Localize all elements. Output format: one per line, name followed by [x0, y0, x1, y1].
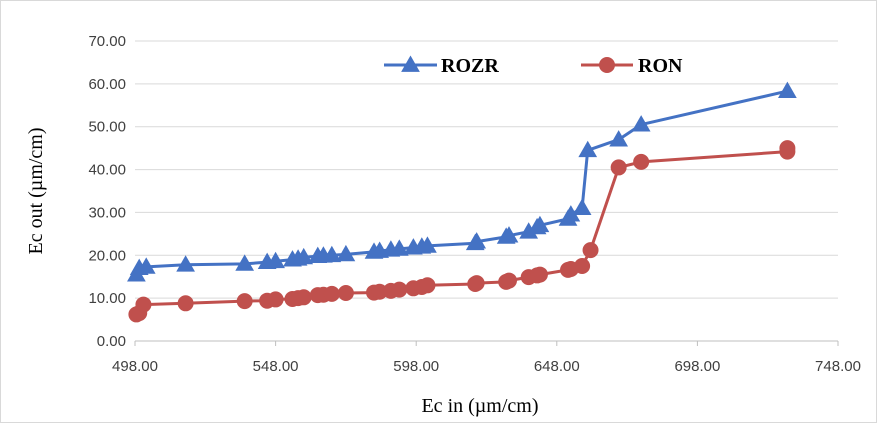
legend-ron-label: RON — [638, 55, 683, 77]
series-ron-point — [236, 293, 253, 310]
x-tick-label: 648.00 — [534, 358, 580, 375]
series-rozr-point — [467, 232, 487, 249]
y-tick-label: 40.00 — [88, 162, 126, 179]
series-ron-point — [468, 275, 485, 292]
y-tick-label: 50.00 — [88, 119, 126, 136]
series-ron-point — [337, 285, 354, 301]
x-tick-label: 548.00 — [253, 358, 299, 375]
y-axis-title: Ec out (µm/cm) — [25, 127, 47, 254]
y-tick-label: 60.00 — [88, 76, 126, 93]
series-rozr-point — [322, 245, 342, 263]
series-ron-point — [633, 153, 650, 170]
series-rozr-point — [294, 247, 314, 265]
x-axis-title: Ec in (µm/cm) — [421, 395, 538, 417]
x-tick-label: 498.00 — [112, 358, 158, 375]
gridlines — [135, 40, 838, 299]
series-ron — [128, 140, 796, 323]
series-rozr-point — [136, 257, 156, 274]
series-rozr-point — [499, 226, 519, 243]
series-ron-point — [295, 289, 312, 306]
x-tick-label: 698.00 — [674, 358, 720, 375]
y-tick-label: 0.00 — [97, 333, 126, 350]
legend-item-ron: RON — [581, 55, 683, 77]
y-tick-label: 20.00 — [88, 247, 126, 264]
axes: 0.00 10.00 20.00 30.00 40.00 50.00 60.00 70.00 4… — [88, 33, 860, 375]
series-ron-point — [177, 295, 194, 312]
series-ron-point — [531, 266, 548, 283]
series-rozr-point — [266, 251, 285, 269]
legend-ron-marker — [599, 57, 615, 73]
legend-rozr-label: ROZR — [441, 55, 499, 77]
series-ron-point — [323, 285, 340, 302]
legend-item-rozr: ROZR — [384, 55, 499, 77]
y-tick-label: 70.00 — [88, 33, 126, 50]
series-ron-point — [267, 291, 284, 308]
series-ron-point — [779, 140, 796, 157]
legend-rozr-marker — [401, 55, 420, 72]
series-rozr-point — [336, 244, 356, 262]
series-rozr-point — [235, 254, 255, 271]
series-rozr-point — [176, 255, 195, 272]
series-ron-point — [500, 272, 517, 289]
series-rozr-point — [418, 236, 437, 253]
y-tick-label: 10.00 — [88, 290, 126, 307]
y-tick-label: 30.00 — [88, 204, 126, 221]
x-tick-label: 598.00 — [393, 358, 439, 375]
x-tick-label: 748.00 — [815, 358, 861, 375]
legend: ROZR RON — [384, 55, 683, 77]
series-rozr-point — [778, 81, 797, 99]
series-ron-point — [419, 277, 436, 294]
series-ron-point — [574, 258, 591, 274]
series-ron-point — [391, 281, 408, 298]
series-ron-point — [582, 242, 599, 259]
series-layer — [127, 81, 797, 323]
series-rozr-point — [530, 215, 550, 233]
series-rozr-point — [578, 140, 598, 158]
series-ron-point — [135, 296, 152, 313]
series-rozr — [127, 81, 797, 282]
series-rozr-point — [609, 130, 629, 147]
series-ron-point — [610, 159, 627, 176]
series-rozr-point — [572, 198, 592, 216]
series-rozr-point — [389, 239, 409, 256]
series-rozr-point — [631, 115, 651, 132]
